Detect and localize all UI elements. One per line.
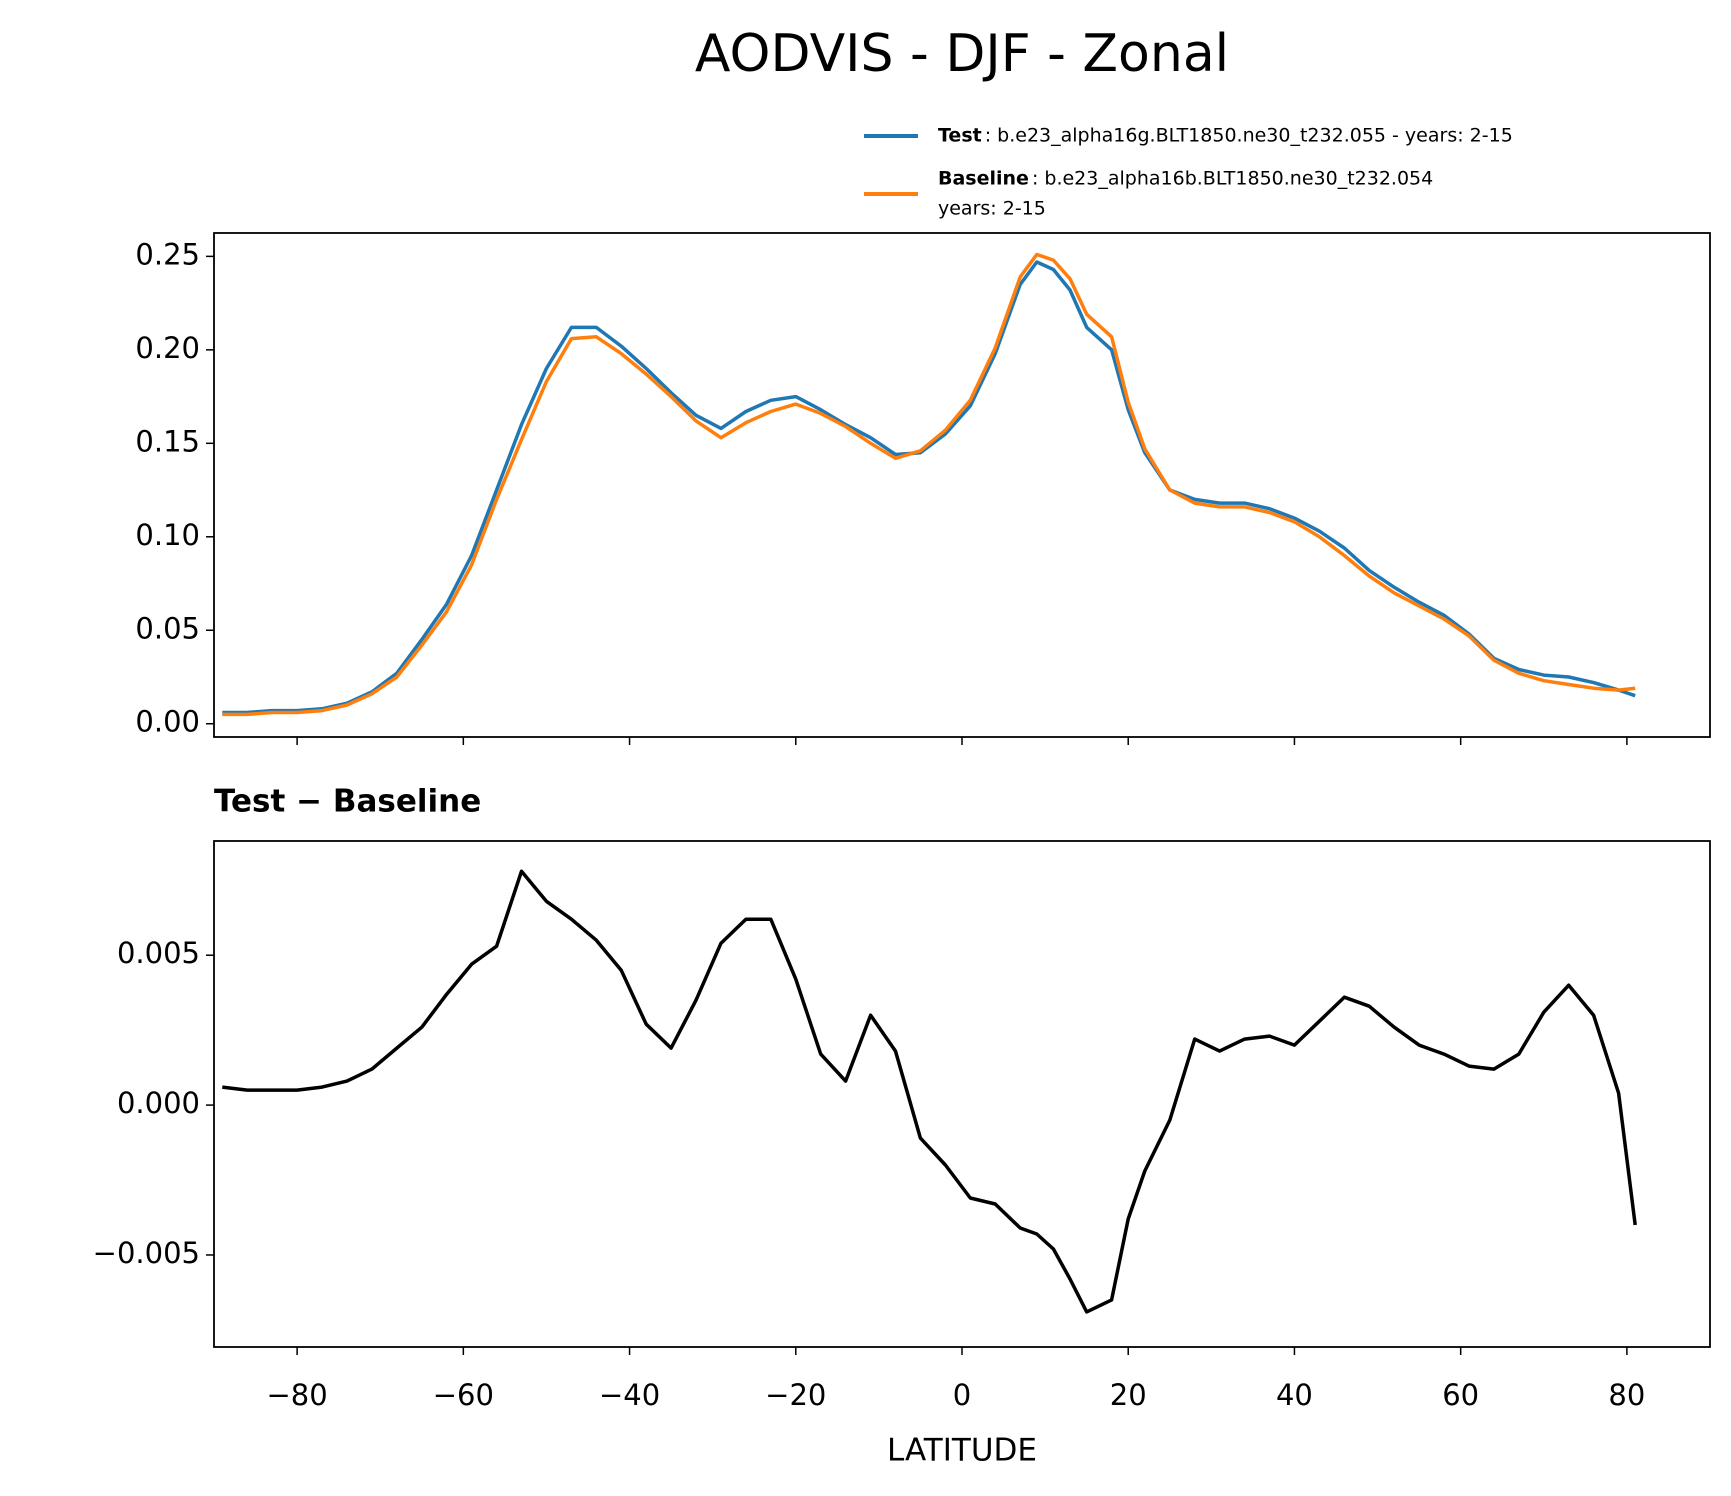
y-tick-label: 0.10 [135, 518, 200, 552]
y-tick-label: −0.005 [93, 1236, 200, 1270]
x-tick-label: 60 [1442, 1378, 1479, 1412]
x-tick-label: 20 [1110, 1378, 1147, 1412]
x-tick-label: 0 [953, 1378, 971, 1412]
y-tick-label: 0.20 [135, 331, 200, 365]
axes-frame [213, 232, 1711, 738]
y-tick-label: 0.005 [117, 936, 200, 970]
x-tick-label: −20 [765, 1378, 826, 1412]
x-tick-label: −40 [599, 1378, 660, 1412]
panel-title: Test − Baseline [214, 784, 481, 820]
x-tick-label: −60 [433, 1378, 494, 1412]
legend-label: : b.e23_alpha16g.BLT1850.ne30_t232.055 -… [985, 125, 1513, 147]
legend-label: years: 2-15 [938, 198, 1046, 220]
series-line [222, 252, 1636, 717]
y-tick-label: 0.00 [135, 705, 200, 739]
x-tick-label: −80 [267, 1378, 328, 1412]
y-tick-label: 0.000 [117, 1086, 200, 1120]
y-tick-label: 0.15 [135, 424, 200, 458]
x-tick-label: 80 [1608, 1378, 1645, 1412]
x-axis-label: LATITUDE [887, 1433, 1037, 1469]
legend-label: : b.e23_alpha16b.BLT1850.ne30_t232.054 [1032, 168, 1433, 190]
figure-title: AODVIS - DJF - Zonal [695, 24, 1229, 84]
axes-frame [213, 840, 1711, 1348]
series-line [222, 869, 1637, 1314]
y-tick-label: 0.25 [135, 237, 200, 271]
legend-label: Test [938, 125, 982, 147]
legend-label: Baseline [938, 168, 1029, 190]
series-line [222, 260, 1636, 715]
x-tick-label: 40 [1276, 1378, 1313, 1412]
y-tick-label: 0.05 [135, 611, 200, 645]
